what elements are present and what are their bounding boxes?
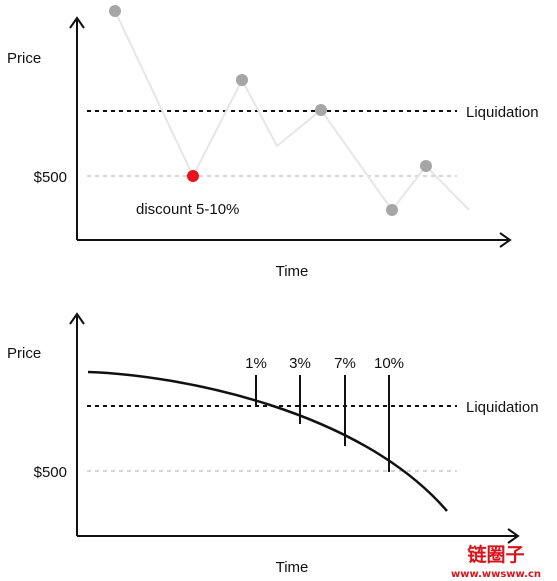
bottom-marker-label: 1% — [245, 355, 267, 372]
top-chart: Price Time Liquidation $500 discount 5-1… — [7, 5, 539, 280]
bottom-liquidation-label: Liquidation — [466, 399, 539, 416]
watermark-logo-text: 链圈子 — [467, 543, 524, 566]
top-point — [420, 160, 432, 172]
watermark-url-text: www.wwsww.cn — [451, 569, 541, 580]
top-discount-annotation: discount 5-10% — [136, 201, 239, 218]
top-price-path — [114, 10, 470, 212]
top-y-label: Price — [7, 50, 41, 67]
bottom-y-arrow — [69, 312, 85, 325]
bottom-marker-label: 3% — [289, 355, 311, 372]
bottom-marker-label: 10% — [374, 355, 404, 372]
top-price-label: $500 — [34, 169, 67, 186]
top-point — [109, 5, 121, 17]
top-y-arrow — [69, 16, 85, 29]
top-point — [236, 74, 248, 86]
bottom-chart: 1% 3% 7% 10% Price Time Liquidation $500 — [7, 312, 539, 576]
top-liquidation-label: Liquidation — [466, 104, 539, 121]
top-point — [315, 104, 327, 116]
bottom-price-curve — [87, 370, 448, 512]
top-x-label: Time — [276, 263, 309, 280]
top-point — [386, 204, 398, 216]
watermark: 链圈子 www.wwsww.cn — [451, 543, 541, 580]
bottom-y-label: Price — [7, 345, 41, 362]
bottom-x-label: Time — [276, 559, 309, 576]
bottom-marker-label: 7% — [334, 355, 356, 372]
bottom-x-arrow — [507, 528, 520, 544]
top-highlight-point — [187, 170, 199, 182]
top-x-arrow — [499, 232, 512, 248]
bottom-price-label: $500 — [34, 464, 67, 481]
